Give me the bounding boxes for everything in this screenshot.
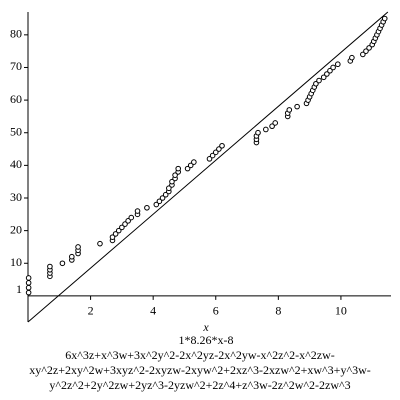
data-point	[286, 107, 293, 113]
y-tick-label: 50	[10, 124, 22, 138]
stray-label: 1	[16, 282, 22, 296]
data-point	[119, 224, 125, 231]
data-point	[97, 240, 103, 247]
data-point	[335, 61, 341, 68]
data-point	[184, 165, 191, 172]
x-axis-label: x	[202, 320, 209, 334]
y-tick-label: 40	[10, 157, 22, 171]
data-point	[134, 208, 141, 214]
data-point	[191, 159, 197, 165]
data-point	[175, 165, 182, 172]
data-point	[363, 48, 369, 54]
data-point	[125, 218, 131, 224]
data-point	[69, 253, 75, 260]
data-point	[381, 15, 388, 22]
data-point	[269, 123, 275, 130]
data-point	[115, 227, 122, 234]
data-point	[294, 103, 300, 110]
data-point	[25, 275, 32, 281]
caption-line: y^2z^2+2y^2zw+2yz^3-2yzw^2+2z^4+z^3w-2z^…	[49, 378, 350, 392]
data-point	[330, 64, 336, 71]
data-point	[172, 172, 178, 178]
data-point	[263, 126, 269, 133]
data-point	[206, 156, 213, 162]
data-point	[320, 74, 327, 81]
data-point	[209, 152, 216, 159]
data-point	[162, 191, 169, 198]
y-tick-label: 10	[10, 255, 22, 269]
y-tick-label: 20	[10, 222, 22, 236]
fit-line	[27, 11, 389, 323]
data-point	[327, 67, 333, 74]
caption-line: 6x^3z+x^3w+3x^2y^2-2x^2yz-2x^2yw-x^2z^2-…	[65, 348, 335, 362]
y-tick-label: 70	[10, 59, 22, 73]
data-point	[272, 120, 279, 126]
data-point	[128, 214, 135, 221]
x-tick-label: 8	[275, 304, 281, 318]
x-tick-label: 4	[150, 304, 156, 318]
data-point	[159, 195, 166, 201]
data-point	[25, 280, 32, 286]
data-point	[122, 221, 128, 227]
data-point	[59, 260, 66, 267]
data-point	[25, 284, 32, 291]
data-point	[366, 45, 372, 51]
data-point	[324, 71, 330, 77]
data-point	[169, 178, 175, 185]
data-point	[47, 263, 53, 270]
data-point	[112, 231, 119, 237]
data-point	[255, 129, 261, 136]
y-tick-label: 80	[10, 27, 22, 41]
data-point	[216, 146, 222, 152]
data-point	[187, 162, 194, 169]
y-tick-label: 60	[10, 92, 22, 106]
data-point	[166, 185, 172, 192]
x-tick-label: 2	[88, 304, 94, 318]
y-tick-label: 30	[10, 190, 22, 204]
data-point	[153, 201, 160, 208]
data-point	[349, 54, 355, 61]
data-point	[75, 244, 81, 250]
caption-line: xy^2z+2xy^2w+3xyz^2-2xyzw-2xyw^2+2xz^3-2…	[29, 363, 371, 377]
data-point	[316, 77, 322, 84]
data-point	[109, 234, 116, 240]
x-tick-label: 10	[335, 304, 347, 318]
data-point	[219, 142, 225, 149]
data-point	[144, 204, 150, 211]
data-point	[25, 289, 32, 296]
line-label: 1*8.26*x-8	[179, 333, 234, 347]
x-tick-label: 6	[213, 304, 219, 318]
data-point	[212, 149, 219, 156]
data-point	[313, 80, 319, 87]
data-point	[360, 51, 366, 58]
data-point	[156, 198, 163, 205]
